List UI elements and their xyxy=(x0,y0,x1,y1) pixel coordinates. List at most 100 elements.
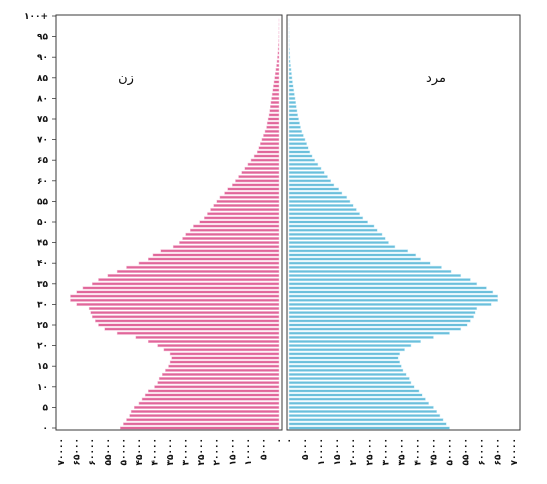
female-bar xyxy=(260,142,280,146)
male-bar xyxy=(288,344,412,348)
male-x-tick-label: ۵۵۰۰۰ xyxy=(462,438,472,465)
male-bar xyxy=(288,166,322,170)
male-x-tick-label: ۲۰۰۰۰ xyxy=(349,438,359,465)
age-tick-label: ۰ xyxy=(43,424,49,434)
female-bar xyxy=(144,393,280,397)
female-bar xyxy=(253,154,280,158)
female-x-tick-label: ۴۰۰۰۰ xyxy=(150,438,160,465)
female-bar xyxy=(247,162,280,166)
female-bar xyxy=(169,360,280,364)
male-bar xyxy=(288,323,468,327)
male-bar xyxy=(288,146,309,150)
female-bar xyxy=(126,265,280,269)
female-bar xyxy=(272,88,280,92)
male-bar xyxy=(288,179,331,183)
male-bar xyxy=(288,105,297,109)
female-bar xyxy=(116,331,280,335)
male-bar xyxy=(288,257,421,261)
male-x-tick-label: ۰ xyxy=(285,438,295,444)
male-bar xyxy=(288,117,299,121)
male-bar xyxy=(288,368,404,372)
female-bar xyxy=(134,405,280,409)
female-bar xyxy=(271,96,280,100)
age-tick-label: ۸۵ xyxy=(37,74,48,84)
male-bar xyxy=(288,364,402,368)
male-x-tick-label: ۷۰۰۰۰ xyxy=(510,438,520,465)
male-bar xyxy=(288,339,421,343)
female-bar xyxy=(172,245,280,249)
female-x-tick-label: ۴۵۰۰۰ xyxy=(135,438,145,465)
female-bar xyxy=(179,241,280,245)
female-bar xyxy=(169,352,280,356)
age-tick-label: ۶۰ xyxy=(37,177,48,187)
female-bar xyxy=(190,228,280,232)
male-bar xyxy=(288,76,293,80)
male-bar xyxy=(288,55,291,59)
female-bar xyxy=(138,261,280,265)
female-panel-label: زن xyxy=(118,71,134,86)
female-bar xyxy=(235,179,280,183)
female-bar xyxy=(270,101,280,105)
female-bar xyxy=(269,109,280,113)
female-bar xyxy=(274,76,280,80)
age-tick-label: ۷۵ xyxy=(37,115,48,125)
male-bar xyxy=(288,414,441,418)
female-bar xyxy=(270,105,280,109)
male-bar xyxy=(288,253,417,257)
male-bar xyxy=(288,142,307,146)
female-bar xyxy=(276,63,280,67)
male-bar xyxy=(288,158,315,162)
male-bar xyxy=(288,183,335,187)
female-bar xyxy=(267,117,280,121)
male-bar xyxy=(288,298,498,302)
female-x-tick-label: ۶۵۰۰۰ xyxy=(73,438,83,465)
male-bars xyxy=(288,18,498,430)
age-tick-label: ۵ xyxy=(43,403,49,413)
female-bar xyxy=(165,368,280,372)
male-bar xyxy=(288,352,401,356)
male-bar xyxy=(288,311,476,315)
male-bar xyxy=(288,282,478,286)
female-x-axis: ۰ ۵۰۰۰ ۱۰۰۰۰ ۱۵۰۰۰ ۲۰۰۰۰ ۲۵۰۰۰ ۳۰۰۰۰ ۳۵۰۰۰ ۴۰۰۰۰… xyxy=(57,438,285,465)
male-bar xyxy=(288,224,375,228)
female-bar xyxy=(152,253,280,257)
female-panel-frame xyxy=(55,14,283,431)
male-bar xyxy=(288,187,340,191)
male-x-tick-label: ۴۵۰۰۰ xyxy=(430,438,440,465)
male-bar xyxy=(288,51,290,55)
female-bar xyxy=(160,249,280,253)
female-bar xyxy=(91,315,280,319)
female-bar xyxy=(216,199,280,203)
age-tick-label: ۲۵ xyxy=(37,321,48,331)
female-bar xyxy=(171,356,280,360)
female-bar xyxy=(227,187,280,191)
male-bar xyxy=(288,307,478,311)
female-x-tick-label: ۷۰۰۰۰ xyxy=(57,438,67,465)
female-bar xyxy=(219,195,280,199)
male-bar xyxy=(288,278,471,282)
male-bar xyxy=(288,335,434,339)
female-bar xyxy=(258,146,280,150)
age-tick-label: ۱۰ xyxy=(37,383,48,393)
male-bar xyxy=(288,327,462,331)
female-bar xyxy=(126,418,280,422)
age-tick-label: ۱۰۰+ xyxy=(24,12,48,22)
male-bar xyxy=(288,236,386,240)
male-bar xyxy=(288,389,420,393)
male-bar xyxy=(288,356,399,360)
male-bar xyxy=(288,426,450,430)
age-tick-label: ۸۰ xyxy=(37,94,48,104)
age-tick-label: ۴۵ xyxy=(37,239,48,249)
female-bar xyxy=(148,257,280,261)
female-bar xyxy=(268,113,280,117)
male-x-tick-label: ۳۵۰۰۰ xyxy=(397,438,407,465)
male-x-axis: ۰ ۵۰۰۰ ۱۰۰۰۰ ۱۵۰۰۰ ۲۰۰۰۰ ۲۵۰۰۰ ۳۰۰۰۰ ۳۵۰۰۰ ۴۰۰۰۰… xyxy=(285,438,520,465)
male-bar xyxy=(288,348,405,352)
male-bar xyxy=(288,401,429,405)
age-tick-label: ۵۵ xyxy=(37,197,48,207)
female-x-tick-label: ۳۰۰۰۰ xyxy=(182,438,192,465)
male-bar xyxy=(288,290,494,294)
male-bar xyxy=(288,72,292,76)
age-tick-label: ۹۵ xyxy=(37,33,48,43)
female-bar xyxy=(266,125,280,129)
